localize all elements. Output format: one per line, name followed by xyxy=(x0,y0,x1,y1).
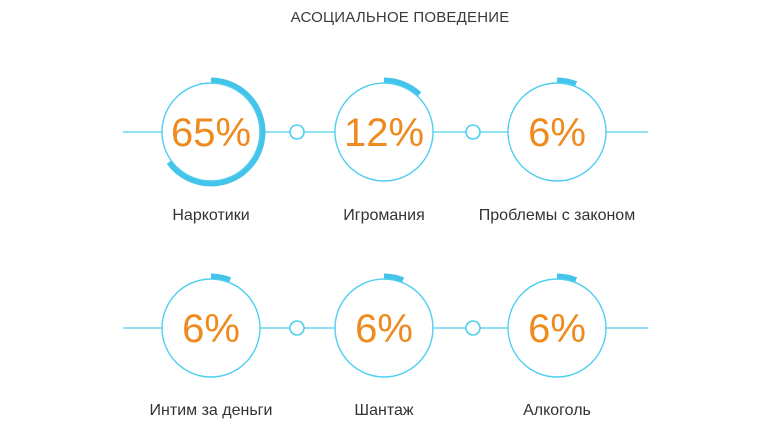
category-label: Наркотики xyxy=(172,207,249,224)
connector-joint xyxy=(465,124,481,140)
percent-value: 6% xyxy=(355,307,413,351)
ring-progress-arc xyxy=(156,77,266,187)
percent-value: 6% xyxy=(182,307,240,351)
percent-value: 65% xyxy=(171,111,251,155)
connector-joint xyxy=(465,320,481,336)
category-label: Алкоголь xyxy=(523,402,591,419)
ring-track xyxy=(161,82,261,182)
ring-track xyxy=(161,278,261,378)
ring-progress-arc xyxy=(329,273,439,383)
connector-joint xyxy=(289,124,305,140)
connector-joint xyxy=(289,320,305,336)
ring-progress-arc xyxy=(329,77,439,187)
chart-title: АСОЦИАЛЬНОЕ ПОВЕДЕНИЕ xyxy=(290,9,510,26)
percent-value: 6% xyxy=(528,111,586,155)
category-label: Игромания xyxy=(343,207,424,224)
ring-progress-arc xyxy=(156,273,266,383)
category-label: Интим за деньги xyxy=(150,402,273,419)
ring-track xyxy=(507,278,607,378)
ring-track xyxy=(507,82,607,182)
percent-value: 12% xyxy=(344,111,424,155)
category-label: Шантаж xyxy=(354,402,413,419)
ring-progress-arc xyxy=(502,77,612,187)
ring-progress-arc xyxy=(502,273,612,383)
percent-value: 6% xyxy=(528,307,586,351)
ring-track xyxy=(334,278,434,378)
category-label: Проблемы с законом xyxy=(479,207,635,224)
ring-track xyxy=(334,82,434,182)
